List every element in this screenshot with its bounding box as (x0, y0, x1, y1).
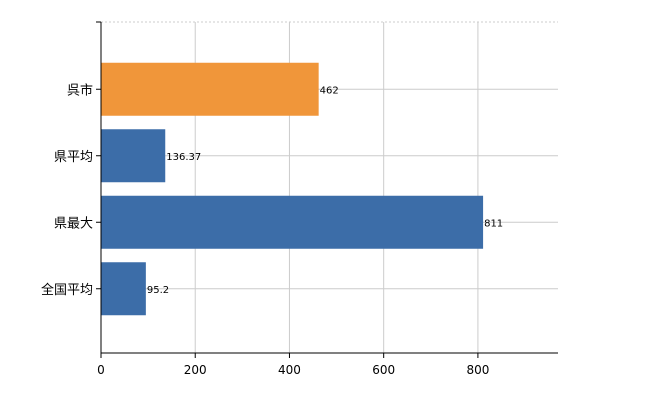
category-label-1: 県平均 (54, 150, 93, 165)
bar-2 (101, 195, 484, 249)
category-label-3: 全国平均 (41, 282, 93, 298)
bar-3 (101, 262, 146, 316)
bar-0 (101, 62, 319, 116)
x-tick-label-3: 600 (372, 363, 395, 377)
x-tick-label-2: 400 (278, 363, 301, 377)
x-tick-label-4: 800 (466, 363, 489, 377)
category-label-2: 県最大 (54, 216, 93, 231)
value-label-0: 462 (320, 85, 339, 96)
x-tick-label-0: 0 (97, 363, 105, 377)
bar-1 (101, 129, 166, 183)
axis-layer (96, 21, 558, 358)
bar-layer (101, 62, 484, 316)
x-tick-label-1: 200 (184, 363, 207, 377)
value-label-2: 811 (484, 218, 503, 229)
value-label-1: 136.37 (166, 152, 201, 163)
category-label-0: 呉市 (67, 82, 93, 98)
value-label-3: 95.2 (147, 285, 169, 296)
